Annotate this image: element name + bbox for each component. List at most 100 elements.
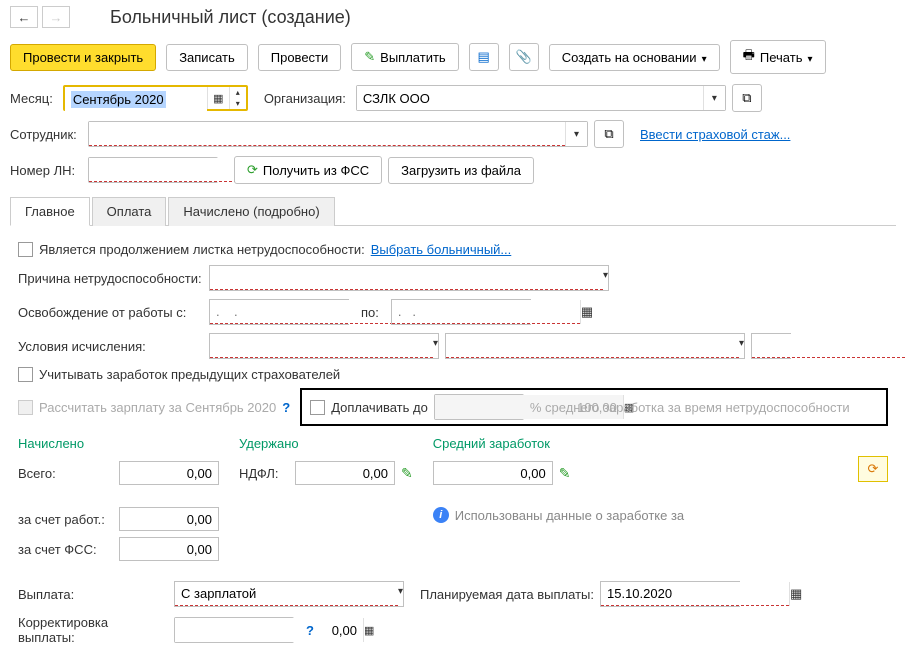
employee-input-group	[88, 121, 588, 147]
print-button[interactable]: 🖶 Печать	[730, 40, 826, 74]
fss-button[interactable]: ⟳ Получить из ФСС	[234, 156, 382, 184]
pay-button[interactable]: ✎ Выплатить	[351, 43, 458, 71]
topup-box: Доплачивать до ▦ % среднего заработка за…	[300, 388, 888, 426]
reason-label: Причина нетрудоспособности:	[18, 271, 203, 286]
nav-forward-button[interactable]: →	[42, 6, 70, 28]
calendar-icon[interactable]: ▦	[789, 582, 802, 606]
release-from-date: ▦	[209, 299, 349, 325]
accrued-heading: Начислено	[18, 436, 219, 451]
month-label: Месяц:	[10, 91, 53, 106]
planned-date-label: Планируемая дата выплаты:	[420, 587, 594, 602]
tab-payment[interactable]: Оплата	[92, 197, 167, 226]
fss-input[interactable]	[119, 537, 219, 561]
nav-back-button[interactable]: ←	[10, 6, 38, 28]
org-input-group	[356, 85, 726, 111]
condition2-dropdown[interactable]	[739, 334, 744, 358]
topup-checkbox[interactable]	[310, 400, 325, 415]
condition3-input[interactable]	[752, 334, 906, 358]
reason-input[interactable]	[210, 266, 603, 290]
topup-hint: % среднего заработка за время нетрудоспо…	[530, 400, 850, 415]
employee-input[interactable]	[89, 122, 565, 146]
correction-label: Корректировка выплаты:	[18, 615, 168, 645]
reason-select	[209, 265, 609, 291]
choose-sick-link[interactable]: Выбрать больничный...	[371, 242, 512, 257]
employer-label: за счет работ.:	[18, 512, 113, 527]
open-icon: ⧉	[604, 126, 613, 142]
refresh-button[interactable]: ⟳	[858, 456, 888, 482]
condition3-select	[751, 333, 791, 359]
avg-input[interactable]	[433, 461, 553, 485]
pencil-icon[interactable]: ✎	[401, 465, 413, 482]
help-icon[interactable]: ?	[306, 623, 314, 638]
employee-open-button[interactable]: ⧉	[594, 120, 624, 148]
continuation-label: Является продолжением листка нетрудоспос…	[39, 242, 365, 257]
tab-main[interactable]: Главное	[10, 197, 90, 226]
conditions-label: Условия исчисления:	[18, 339, 203, 354]
correction-input[interactable]	[175, 618, 363, 642]
chevron-down-icon	[702, 50, 707, 65]
to-label: по:	[361, 305, 379, 320]
list-icon-button[interactable]: ▤	[469, 43, 499, 71]
payment-input[interactable]	[175, 582, 398, 606]
info-icon: i	[433, 507, 449, 523]
employee-label: Сотрудник:	[10, 127, 78, 142]
refresh-icon: ⟳	[247, 162, 258, 178]
reason-dropdown[interactable]	[603, 266, 608, 290]
condition2-input[interactable]	[446, 334, 739, 358]
employee-dropdown[interactable]	[565, 122, 587, 146]
correction-input-group: ▦	[174, 617, 294, 643]
create-based-button[interactable]: Создать на основании	[549, 44, 720, 71]
calendar-icon[interactable]: ▦	[580, 300, 593, 324]
month-input-group: Сентябрь 2020 ▦ ▴ ▾	[63, 85, 248, 111]
org-input[interactable]	[357, 86, 703, 110]
calc-icon[interactable]: ▦	[363, 618, 374, 642]
fss-label: за счет ФСС:	[18, 542, 113, 557]
condition1-input[interactable]	[210, 334, 433, 358]
total-input[interactable]	[119, 461, 219, 485]
ndfl-input[interactable]	[295, 461, 395, 485]
release-to-input[interactable]	[392, 300, 580, 324]
chevron-down-icon	[807, 50, 812, 65]
calc-salary-checkbox	[18, 400, 33, 415]
tab-accrued[interactable]: Начислено (подробно)	[168, 197, 334, 226]
payment-select	[174, 581, 404, 607]
list-icon: ▤	[478, 49, 490, 65]
calc-salary-label: Рассчитать зарплату за Сентябрь 2020	[39, 400, 276, 415]
payment-label: Выплата:	[18, 587, 168, 602]
printer-icon: 🖶	[743, 46, 755, 68]
condition1-dropdown[interactable]	[433, 334, 438, 358]
employer-input[interactable]	[119, 507, 219, 531]
spinner-down[interactable]: ▾	[230, 98, 246, 109]
spinner-up[interactable]: ▴	[230, 87, 246, 98]
withheld-heading: Удержано	[239, 436, 413, 451]
calendar-icon[interactable]: ▦	[207, 87, 229, 109]
page-title: Больничный лист (создание)	[110, 7, 351, 28]
total-label: Всего:	[18, 466, 113, 481]
avg-heading: Средний заработок	[433, 436, 684, 451]
save-button[interactable]: Записать	[166, 44, 248, 71]
release-to-date: ▦	[391, 299, 531, 325]
open-icon: ⧉	[742, 90, 751, 106]
planned-date: ▦	[600, 581, 740, 607]
paperclip-icon: 📎	[516, 49, 532, 65]
payment-dropdown[interactable]	[398, 582, 403, 606]
pencil-icon[interactable]: ✎	[559, 465, 571, 482]
org-label: Организация:	[264, 91, 346, 106]
submit-button[interactable]: Провести	[258, 44, 342, 71]
attach-icon-button[interactable]: 📎	[509, 43, 539, 71]
submit-close-button[interactable]: Провести и закрыть	[10, 44, 156, 71]
refresh-icon: ⟳	[868, 461, 879, 477]
topup-input-group: ▦	[434, 394, 524, 420]
org-open-button[interactable]: ⧉	[732, 84, 762, 112]
continuation-checkbox[interactable]	[18, 242, 33, 257]
info-text: Использованы данные о заработке за	[455, 508, 684, 523]
topup-label: Доплачивать до	[331, 400, 428, 415]
month-input[interactable]: Сентябрь 2020	[65, 87, 207, 111]
prev-insurers-checkbox[interactable]	[18, 367, 33, 382]
org-dropdown[interactable]	[703, 86, 725, 110]
prev-insurers-label: Учитывать заработок предыдущих страховат…	[39, 367, 340, 382]
insurance-link[interactable]: Ввести страховой стаж...	[640, 127, 790, 142]
load-file-button[interactable]: Загрузить из файла	[388, 157, 534, 184]
help-icon[interactable]: ?	[282, 400, 290, 415]
planned-date-input[interactable]	[601, 582, 789, 606]
